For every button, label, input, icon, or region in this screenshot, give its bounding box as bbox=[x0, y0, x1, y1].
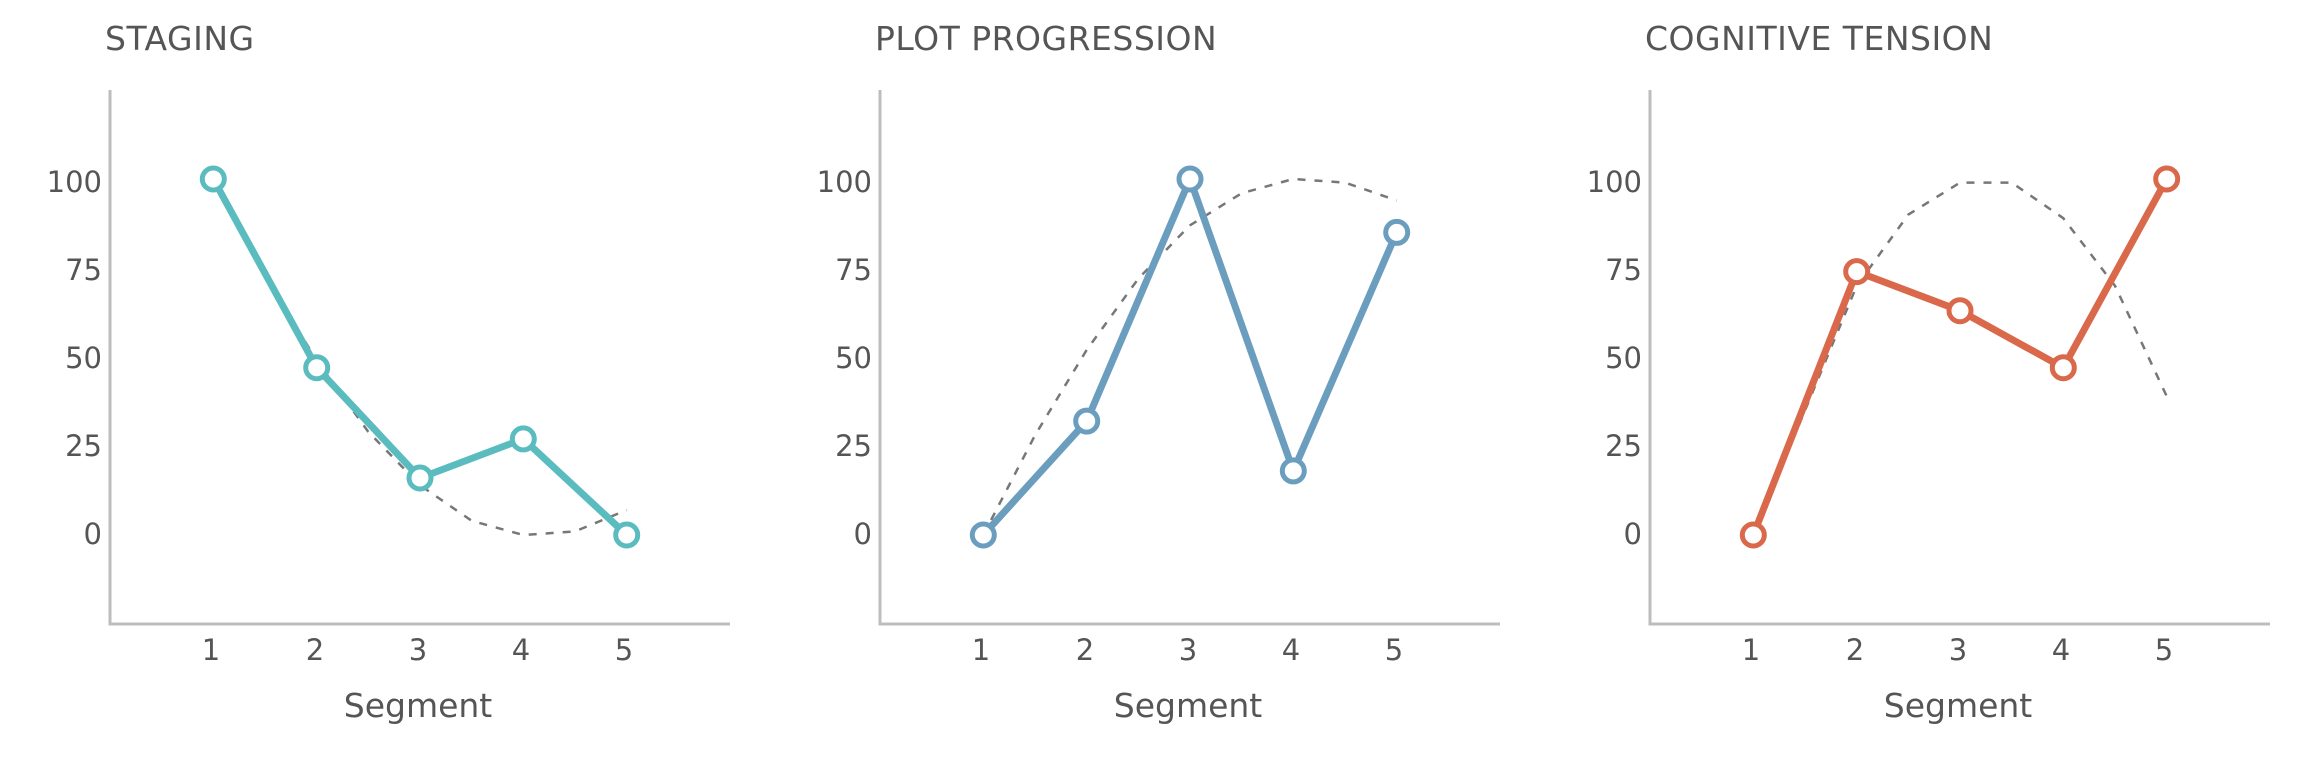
series-line bbox=[979, 175, 1401, 539]
data-point bbox=[1946, 297, 1974, 325]
plot-area bbox=[969, 165, 1411, 549]
y-tick-label: 100 bbox=[817, 165, 872, 199]
data-point bbox=[969, 521, 997, 549]
x-tick-label: 3 bbox=[1179, 633, 1197, 667]
y-tick-label: 50 bbox=[835, 341, 872, 375]
x-axis-label: Segment bbox=[1884, 686, 2033, 725]
x-ticks: 1 2 3 4 5 bbox=[1742, 633, 2173, 667]
data-point bbox=[2153, 165, 2181, 193]
panel-plot-progression: PLOT PROGRESSION 0 25 50 75 100 1 2 3 4 … bbox=[817, 19, 1500, 725]
y-tick-label: 75 bbox=[835, 253, 872, 287]
axis-lines bbox=[108, 90, 730, 626]
y-tick-label: 25 bbox=[835, 429, 872, 463]
x-tick-label: 5 bbox=[615, 633, 633, 667]
data-point bbox=[1279, 457, 1307, 485]
axis-lines bbox=[1648, 90, 2270, 626]
panel-cognitive-tension: COGNITIVE TENSION 0 25 50 75 100 1 2 3 4… bbox=[1587, 19, 2270, 725]
x-tick-label: 5 bbox=[2155, 633, 2173, 667]
x-ticks: 1 2 3 4 5 bbox=[202, 633, 633, 667]
trend-curve bbox=[1752, 181, 2168, 536]
data-point bbox=[1739, 521, 1767, 549]
x-axis-label: Segment bbox=[1114, 686, 1263, 725]
x-tick-label: 1 bbox=[972, 633, 990, 667]
axis-lines bbox=[878, 90, 1500, 626]
data-point bbox=[406, 464, 434, 492]
x-tick-label: 2 bbox=[306, 633, 324, 667]
x-tick-label: 3 bbox=[409, 633, 427, 667]
chart-title: PLOT PROGRESSION bbox=[875, 19, 1217, 58]
data-point bbox=[613, 521, 641, 549]
x-axis-label: Segment bbox=[344, 686, 493, 725]
data-point bbox=[1073, 407, 1101, 435]
x-tick-label: 5 bbox=[1385, 633, 1403, 667]
y-tick-label: 100 bbox=[1587, 165, 1642, 199]
x-tick-label: 4 bbox=[1282, 633, 1300, 667]
data-point bbox=[2049, 354, 2077, 382]
chart-title: COGNITIVE TENSION bbox=[1645, 19, 1993, 58]
y-tick-label: 100 bbox=[47, 165, 102, 199]
y-tick-label: 75 bbox=[65, 253, 102, 287]
y-ticks: 0 25 50 75 100 bbox=[817, 165, 872, 551]
chart-title: STAGING bbox=[105, 19, 255, 58]
plot-area bbox=[1739, 165, 2181, 549]
data-point bbox=[1383, 218, 1411, 246]
y-tick-label: 50 bbox=[65, 341, 102, 375]
data-point bbox=[509, 425, 537, 453]
plot-area bbox=[199, 165, 641, 549]
series-line bbox=[1749, 175, 2171, 539]
x-tick-label: 2 bbox=[1846, 633, 1864, 667]
y-ticks: 0 25 50 75 100 bbox=[1587, 165, 1642, 551]
x-tick-label: 1 bbox=[1742, 633, 1760, 667]
y-tick-label: 0 bbox=[84, 517, 102, 551]
x-tick-label: 3 bbox=[1949, 633, 1967, 667]
x-tick-label: 4 bbox=[2052, 633, 2070, 667]
x-tick-label: 4 bbox=[512, 633, 530, 667]
x-tick-label: 2 bbox=[1076, 633, 1094, 667]
panel-staging: STAGING 0 25 50 75 100 1 2 3 4 5 Segment bbox=[47, 19, 730, 725]
data-point bbox=[1176, 165, 1204, 193]
data-point bbox=[303, 354, 331, 382]
y-tick-label: 25 bbox=[65, 429, 102, 463]
y-tick-label: 0 bbox=[1624, 517, 1642, 551]
y-tick-label: 50 bbox=[1605, 341, 1642, 375]
trend-curve bbox=[982, 177, 1398, 536]
y-tick-label: 0 bbox=[854, 517, 872, 551]
y-ticks: 0 25 50 75 100 bbox=[47, 165, 102, 551]
x-ticks: 1 2 3 4 5 bbox=[972, 633, 1403, 667]
y-tick-label: 25 bbox=[1605, 429, 1642, 463]
data-point bbox=[1843, 258, 1871, 286]
x-tick-label: 1 bbox=[202, 633, 220, 667]
y-tick-label: 75 bbox=[1605, 253, 1642, 287]
data-point bbox=[199, 165, 227, 193]
